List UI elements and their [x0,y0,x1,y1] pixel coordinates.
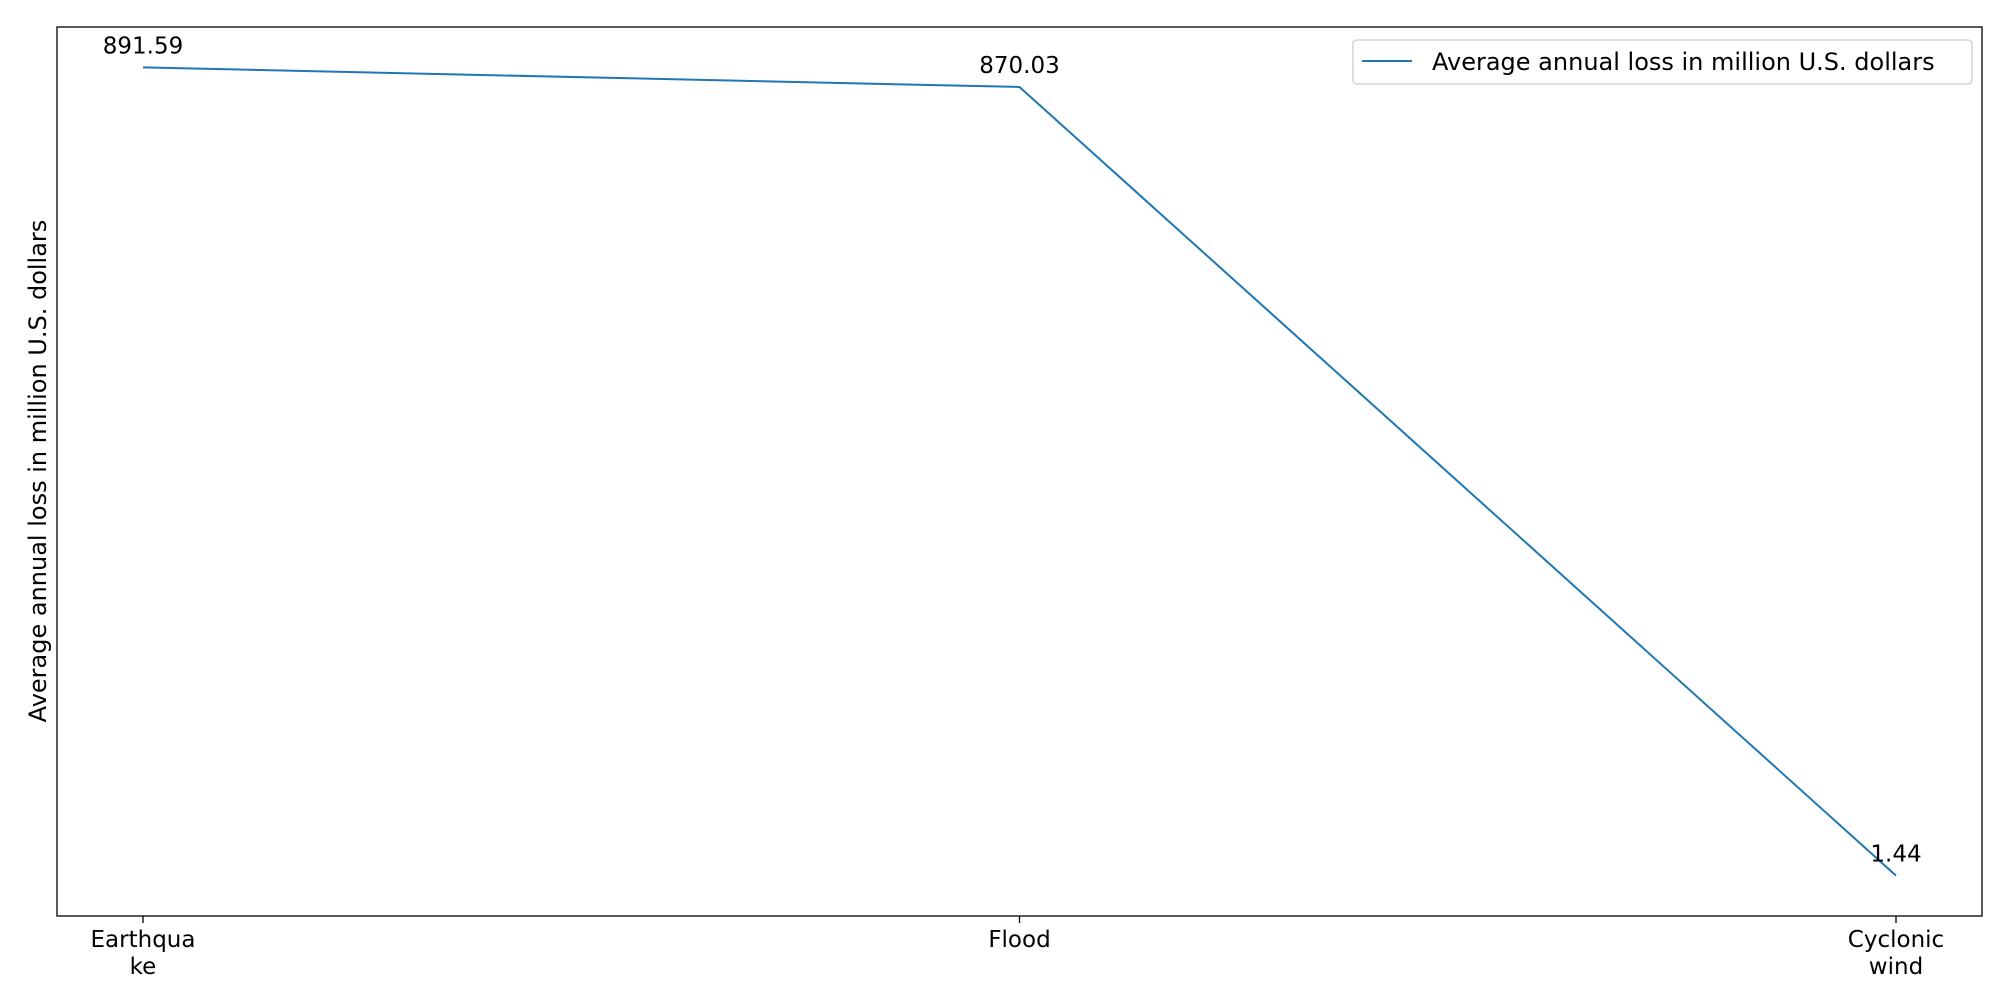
legend-box [1352,39,1973,85]
legend: Average annual loss in million U.S. doll… [1352,39,1973,85]
x-ticks [142,916,1897,923]
x-tick-labels: Earthqua ke Flood Cyclonic wind [91,927,1945,980]
x-tick-label: Cyclonic wind [1848,927,1944,980]
data-label: 891.59 [103,33,183,59]
x-tick-label: Earthqua ke [91,927,196,980]
x-tick-label: Flood [988,927,1050,953]
series-line [142,66,1897,877]
data-label: 1.44 [1870,842,1921,868]
legend-entry: Average annual loss in million U.S. doll… [1432,48,1935,76]
y-axis-label: Average annual loss in million U.S. doll… [24,220,52,723]
data-labels: 891.59 870.03 1.44 [103,33,1922,867]
series-lines [142,66,1897,877]
data-label: 870.03 [979,53,1059,79]
